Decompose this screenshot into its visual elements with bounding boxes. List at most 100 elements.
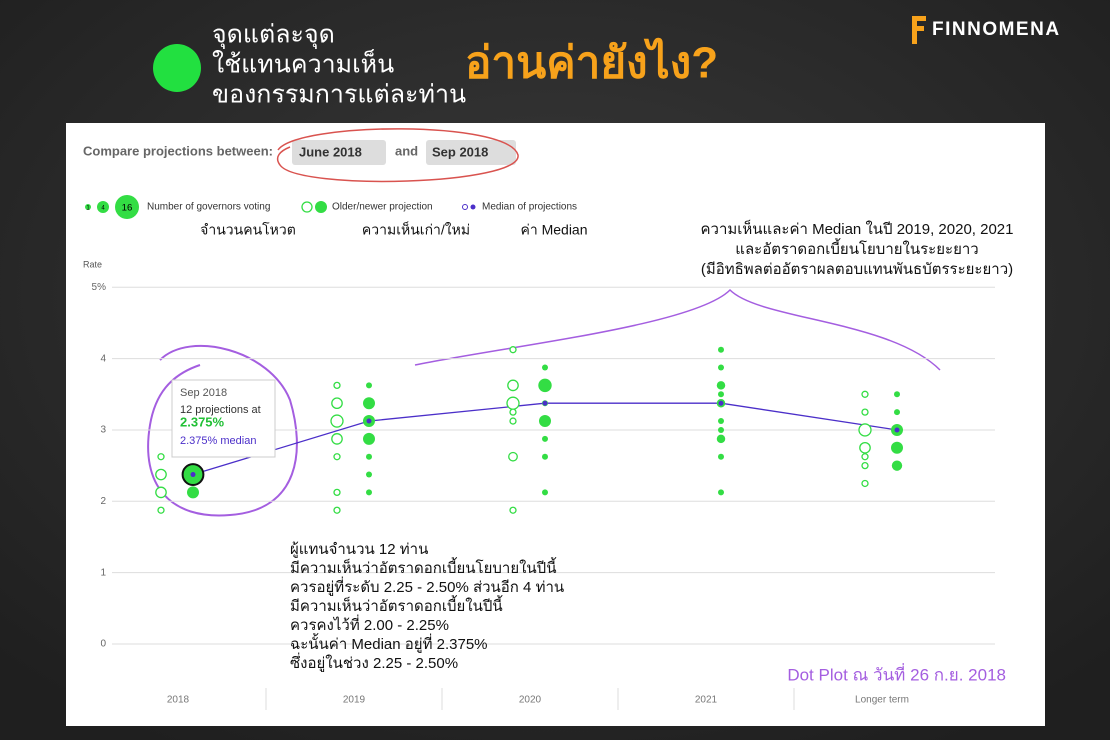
and: and [395, 143, 418, 158]
red-circle [276, 128, 519, 183]
dot-old [157, 453, 165, 461]
tooltip-title: Sep 2018 [180, 387, 227, 399]
note: จำนวนคนโหวต [200, 222, 296, 238]
dot-old [333, 506, 341, 514]
note: และอัตราดอกเบี้ยนโยบายในระยะยาว [735, 238, 978, 258]
dot-new [538, 378, 552, 393]
note: ควรอยู่ที่ระดับ 2.25 - 2.50% ส่วนอีก 4 ท… [290, 576, 564, 596]
legend-median-old [462, 204, 468, 210]
axis-label: Rate [83, 259, 102, 269]
logo: FINNOMENA [932, 19, 1061, 40]
y-tick-label: 3 [100, 425, 106, 436]
controls-label: Compare projections between: [83, 143, 273, 158]
note: ความเห็นและค่า Median ในปี 2019, 2020, 2… [701, 219, 1014, 238]
dot-new [363, 397, 375, 410]
dot-old [155, 486, 167, 499]
dropdown-text: June 2018 [299, 144, 362, 159]
note: (มีอิทธิพลต่ออัตราผลตอบแทนพันธบัตรระยะยา… [701, 261, 1013, 278]
dot-old [509, 408, 517, 416]
dot-old [507, 379, 519, 392]
dot-old [330, 414, 344, 428]
median-dot [366, 418, 372, 424]
dot-new [542, 435, 548, 442]
dot-new [539, 415, 551, 428]
dropdown[interactable] [292, 140, 386, 165]
dot-old [861, 408, 869, 416]
dot-old [506, 396, 520, 410]
dot-old [155, 468, 167, 481]
title: อ่านค่ายังไง? [465, 37, 718, 88]
legend-size-dot [97, 201, 109, 213]
legend-label: Median of projections [482, 202, 577, 213]
dot-new [363, 432, 375, 445]
dot-old [509, 417, 517, 425]
note: ค่า Median [520, 222, 587, 238]
legend-size-label: 4 [101, 206, 105, 212]
dot-old [861, 390, 869, 398]
header-line: ใช้แทนความเห็น [212, 49, 394, 79]
dot-new [718, 346, 724, 353]
dot-new [716, 434, 726, 444]
dot-new [891, 441, 903, 454]
dot-new [542, 489, 548, 496]
dot-old [508, 451, 518, 462]
legend-new [315, 201, 327, 213]
dot-new [542, 364, 548, 371]
y-tick-label: 4 [100, 353, 106, 364]
median-dot [718, 400, 724, 406]
note: ฉะนั้นค่า Median อยู่ที่ 2.375% [290, 633, 488, 653]
dot-old [861, 461, 869, 470]
purple-circle [147, 345, 298, 517]
note: ผู้แทนจำนวน 12 ท่าน [290, 541, 428, 558]
dot-old [509, 346, 517, 354]
dot-new [718, 489, 724, 496]
dot-new [366, 489, 372, 496]
legend-size-label: 1 [86, 206, 90, 212]
dot-new [718, 418, 724, 425]
note: ความเห็นเก่า/ใหม่ [362, 221, 470, 238]
date-note: Dot Plot ณ วันที่ 26 ก.ย. 2018 [787, 662, 1006, 684]
dot-old [858, 423, 872, 437]
dot-old [333, 381, 341, 390]
header-line: จุดแต่ละจุด [212, 21, 335, 50]
dot-new [366, 382, 372, 389]
y-tick-label: 2 [100, 496, 106, 507]
legend-median [470, 204, 476, 210]
legend-label: Number of governors voting [147, 202, 270, 213]
x-tick-label: 2021 [695, 695, 718, 706]
dot-old [861, 479, 869, 488]
dot-old [861, 453, 869, 461]
y-tick-label: 0 [100, 639, 106, 650]
x-tick-label: Longer term [855, 695, 909, 706]
median-dot [894, 427, 900, 433]
median-dot [542, 400, 548, 406]
dot-new [718, 453, 724, 460]
x-tick-label: 2018 [167, 695, 190, 706]
legend-size-dot [115, 195, 139, 219]
dot-new [894, 391, 900, 398]
dot-new [891, 460, 903, 471]
dot-old [333, 488, 341, 497]
dot-new [542, 453, 548, 460]
dot-old [333, 453, 341, 461]
note: ควรคงไว้ที่ 2.00 - 2.25% [290, 614, 449, 634]
note: มีความเห็นว่าอัตราดอกเบี้ยนโยบายในปีนี้ [290, 557, 557, 577]
legend-old [301, 201, 313, 213]
header-dot [153, 44, 201, 92]
y-tick-label: 5% [92, 282, 107, 293]
median-dot [190, 472, 196, 478]
tooltip-value: 2.375% [180, 414, 225, 429]
note: มีความเห็นว่าอัตราดอกเบี้ยในปีนี้ [290, 595, 503, 615]
dot-old [331, 433, 343, 445]
dot-new [366, 471, 372, 478]
brace [414, 288, 941, 371]
header-line: ของกรรมการแต่ละท่าน [212, 81, 466, 109]
dot-new [718, 391, 724, 398]
x-tick-label: 2019 [343, 695, 366, 706]
dropdown[interactable] [426, 140, 516, 165]
logo-icon [912, 16, 926, 44]
dot-new [187, 486, 199, 499]
x-tick-label: 2020 [519, 695, 542, 706]
dot-new [718, 364, 724, 371]
